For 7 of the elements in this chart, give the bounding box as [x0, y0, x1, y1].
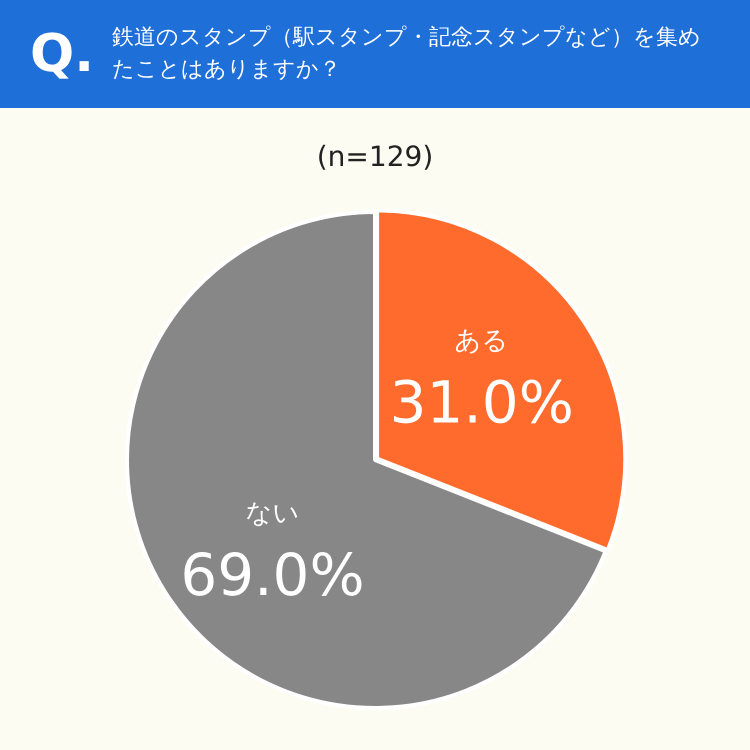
text: Q. [30, 24, 94, 84]
slice-label: ない [245, 498, 300, 528]
data-label: 69.0% [180, 540, 365, 609]
chart-subtitle: (n=129) [316, 140, 434, 173]
data-label: 31.0% [390, 368, 574, 437]
chart-title: 鉄道のスタンプ（駅スタンプ・記念スタンプなど）を集めたことはありますか？ [112, 24, 702, 84]
slice-label: ある [454, 326, 509, 356]
